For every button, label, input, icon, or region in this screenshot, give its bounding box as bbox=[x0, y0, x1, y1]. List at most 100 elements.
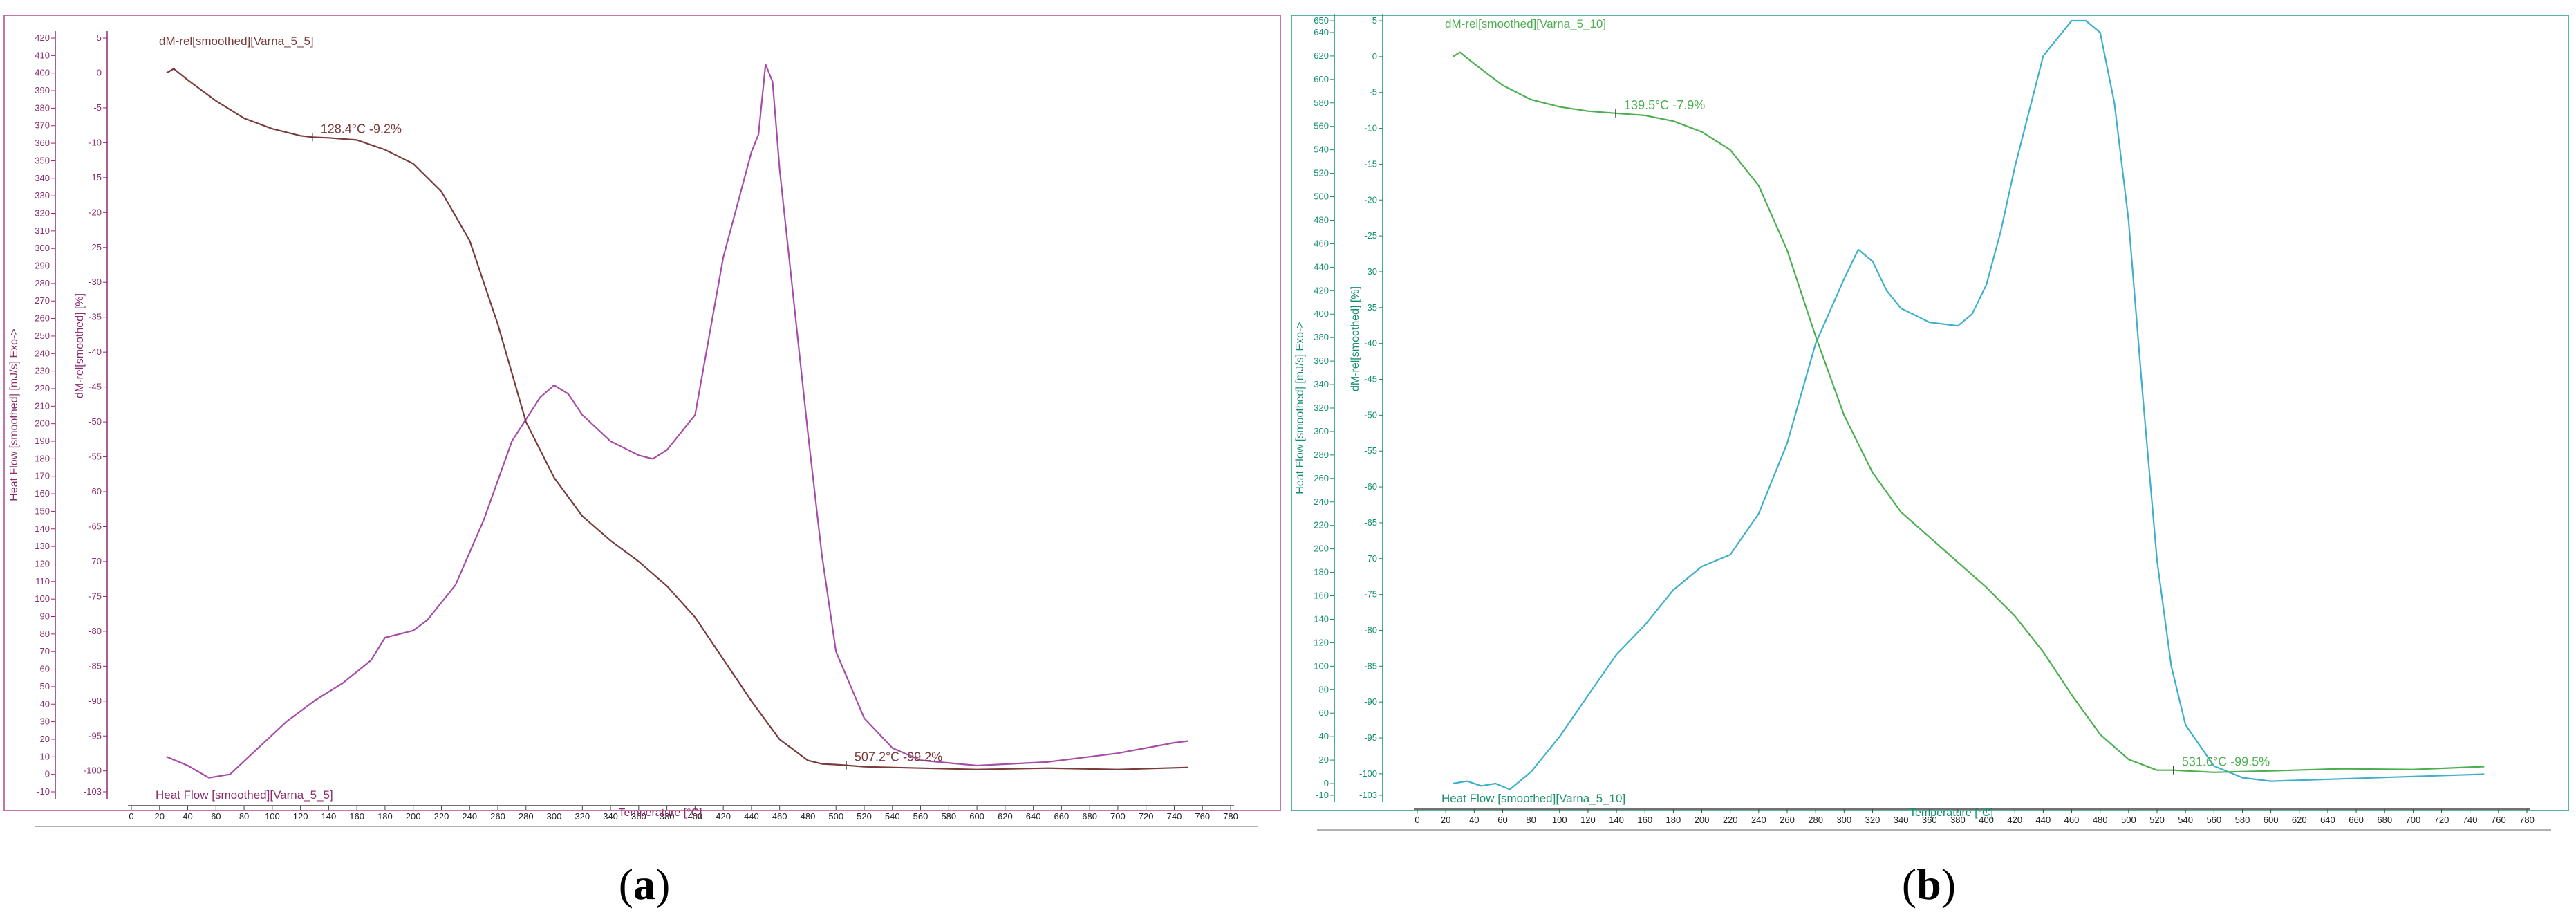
right-tick-label: -15 bbox=[88, 172, 102, 183]
annotation-label: 128.4°C -9.2% bbox=[321, 122, 402, 136]
x-tick-label: 640 bbox=[1026, 811, 1041, 822]
right-tick-label: -75 bbox=[88, 591, 102, 601]
x-tick-label: 480 bbox=[801, 811, 816, 822]
right-tick-label: -50 bbox=[88, 416, 102, 427]
left-tick-label: 400 bbox=[35, 68, 50, 78]
right-tick-label: -95 bbox=[88, 730, 102, 741]
x-tick-label: 560 bbox=[913, 811, 928, 822]
x-tick-label: 600 bbox=[2264, 815, 2279, 825]
right-tick-label: -80 bbox=[1364, 624, 1377, 635]
left-tick-label: 100 bbox=[35, 593, 50, 604]
left-tick-label: 420 bbox=[35, 33, 50, 43]
x-tick-label: 300 bbox=[1836, 815, 1851, 825]
right-tick-label: -80 bbox=[88, 626, 102, 636]
left-tick-label: 80 bbox=[40, 629, 50, 639]
left-tick-label: 220 bbox=[35, 383, 50, 393]
annotation-label: 531.6°C -99.5% bbox=[2182, 755, 2270, 769]
annotation-label: 507.2°C -99.2% bbox=[855, 750, 942, 764]
right-tick-label: -35 bbox=[1364, 302, 1377, 313]
x-tick-label: 660 bbox=[1054, 811, 1070, 822]
left-tick-label: 460 bbox=[1314, 238, 1329, 248]
right-tick-label: -20 bbox=[1364, 194, 1377, 205]
right-tick-label: 0 bbox=[1372, 51, 1377, 62]
left-tick-label: 290 bbox=[35, 261, 50, 271]
right-axis-title: dM-rel[smoothed] [%] bbox=[74, 293, 86, 398]
right-tick-label: 0 bbox=[97, 67, 102, 77]
x-tick-label: 540 bbox=[2178, 815, 2193, 825]
right-tick-label: 5 bbox=[1372, 15, 1377, 26]
left-tick-label: 500 bbox=[1314, 192, 1329, 202]
dm-curve-label: dM-rel[smoothed][Varna_5_5] bbox=[159, 35, 314, 48]
left-tick-label: 340 bbox=[35, 173, 50, 183]
left-tick-label: 100 bbox=[1314, 660, 1329, 671]
left-tick-label: 200 bbox=[35, 418, 50, 429]
left-tick-label: 650 bbox=[1314, 15, 1329, 26]
x-tick-label: 300 bbox=[547, 811, 562, 822]
x-tick-label: 500 bbox=[2121, 815, 2136, 825]
x-tick-label: 500 bbox=[828, 811, 843, 822]
right-tick-label: -90 bbox=[1364, 696, 1377, 707]
left-tick-label: 140 bbox=[1314, 613, 1329, 624]
x-tick-label: 600 bbox=[969, 811, 984, 822]
left-tick-label: 620 bbox=[1314, 50, 1329, 61]
x-tick-label: 580 bbox=[941, 811, 956, 822]
left-tick-label: 40 bbox=[40, 698, 50, 709]
x-tick-label: 20 bbox=[1441, 815, 1450, 825]
right-tick-label: -75 bbox=[1364, 589, 1377, 600]
right-tick-label: -70 bbox=[1364, 553, 1377, 564]
left-tick-label: 260 bbox=[35, 313, 50, 324]
right-tick-label: -15 bbox=[1364, 158, 1377, 169]
right-tick-label: -40 bbox=[1364, 338, 1377, 349]
heat-flow-series-line bbox=[166, 63, 1188, 779]
x-tick-label: 360 bbox=[1922, 815, 1937, 825]
left-tick-label: 320 bbox=[35, 207, 50, 218]
left-tick-label: 190 bbox=[35, 436, 50, 446]
left-tick-label: 40 bbox=[1319, 731, 1329, 741]
x-tick-label: 220 bbox=[434, 811, 449, 822]
left-tick-label: 280 bbox=[35, 278, 50, 288]
right-tick-label: -65 bbox=[1364, 517, 1377, 528]
left-tick-label: 600 bbox=[1314, 74, 1329, 84]
x-tick-label: 200 bbox=[406, 811, 421, 822]
left-tick-label: 80 bbox=[1319, 684, 1329, 694]
x-tick-label: 200 bbox=[1695, 815, 1710, 825]
x-tick-label: 120 bbox=[1580, 815, 1596, 825]
x-tick-label: 340 bbox=[1894, 815, 1909, 825]
left-tick-label: 300 bbox=[1314, 426, 1329, 436]
x-tick-label: 740 bbox=[1167, 811, 1182, 822]
left-tick-label: 70 bbox=[40, 646, 50, 656]
x-tick-label: 40 bbox=[183, 811, 192, 822]
right-tick-label: -55 bbox=[88, 452, 102, 462]
x-tick-label: 460 bbox=[2064, 815, 2080, 825]
right-tick-label: -95 bbox=[1364, 732, 1377, 743]
x-tick-label: 400 bbox=[1979, 815, 1994, 825]
right-axis-title: dM-rel[smoothed] [%] bbox=[1350, 286, 1361, 391]
x-tick-label: 120 bbox=[293, 811, 308, 822]
right-tick-label: -50 bbox=[1364, 409, 1377, 420]
left-tick-label: 130 bbox=[35, 541, 50, 551]
x-tick-label: 160 bbox=[1637, 815, 1652, 825]
x-tick-label: 780 bbox=[1223, 811, 1238, 822]
left-tick-label: 160 bbox=[35, 488, 50, 499]
x-tick-label: 380 bbox=[660, 811, 675, 822]
x-tick-label: 700 bbox=[2406, 815, 2421, 825]
x-tick-label: 240 bbox=[462, 811, 477, 822]
heat-flow-curve-label: Heat Flow [smoothed][Varna_5_10] bbox=[1441, 792, 1625, 805]
x-tick-label: 160 bbox=[349, 811, 364, 822]
panel-frame bbox=[3, 15, 1281, 811]
left-tick-label: 480 bbox=[1314, 214, 1329, 225]
panel-b: 6506406206005805605405205004804604404204… bbox=[1291, 14, 2569, 831]
left-tick-label: 260 bbox=[1314, 473, 1329, 483]
right-tick-label: -25 bbox=[88, 242, 102, 252]
left-tick-label: 10 bbox=[40, 751, 50, 761]
right-tick-label: -25 bbox=[1364, 230, 1377, 241]
left-axis-title: Heat Flow [smoothed] [mJ/s] Exo-> bbox=[1294, 322, 1306, 494]
right-tick-label: -30 bbox=[88, 277, 102, 287]
x-tick-label: 480 bbox=[2093, 815, 2108, 825]
right-tick-label: -103 bbox=[84, 786, 102, 797]
right-tick-label: -60 bbox=[1364, 481, 1377, 492]
left-tick-label: -10 bbox=[1316, 790, 1329, 800]
left-tick-label: 140 bbox=[35, 524, 50, 534]
caption-a: (a) bbox=[619, 860, 671, 909]
left-tick-label: 360 bbox=[35, 138, 50, 148]
